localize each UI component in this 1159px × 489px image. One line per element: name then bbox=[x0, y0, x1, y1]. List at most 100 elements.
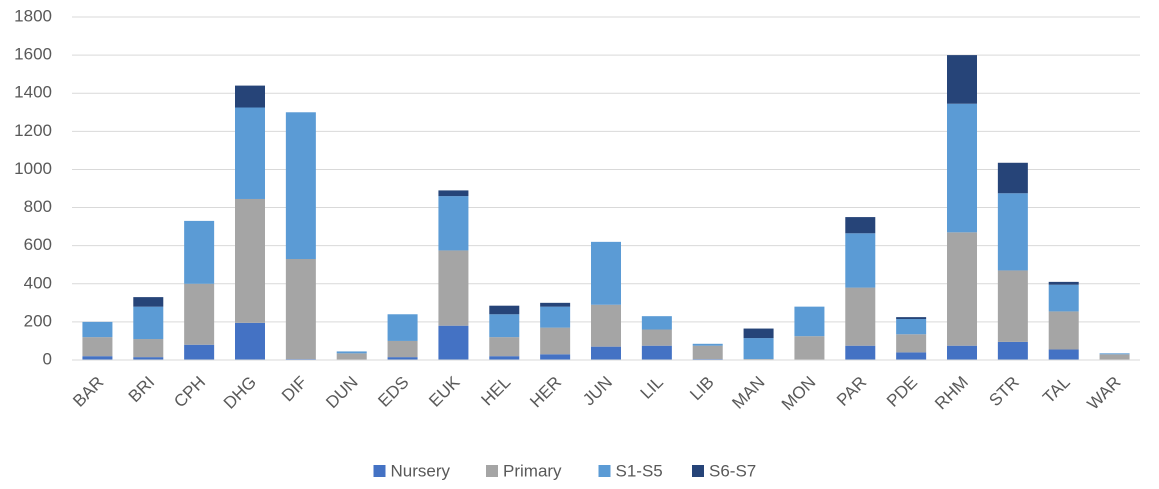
bar-segment bbox=[794, 306, 825, 337]
y-tick-label: 800 bbox=[24, 197, 52, 216]
bar-segment bbox=[896, 319, 927, 335]
bar-segment bbox=[540, 327, 571, 355]
bar-segment bbox=[1048, 284, 1079, 312]
bar-segment bbox=[641, 345, 672, 360]
bar-segment bbox=[845, 217, 876, 234]
legend-swatch bbox=[692, 465, 704, 477]
y-tick-label: 600 bbox=[24, 235, 52, 254]
x-tick-label: BRI bbox=[125, 373, 158, 406]
bar-segment bbox=[896, 352, 927, 360]
x-tick-label: DIF bbox=[278, 373, 311, 406]
bar-segment bbox=[387, 357, 418, 360]
bar-segment bbox=[387, 314, 418, 341]
y-tick-label: 200 bbox=[24, 311, 52, 330]
bar-segment bbox=[947, 103, 977, 233]
x-tick-label: DHG bbox=[220, 373, 260, 413]
bar-segment bbox=[692, 343, 723, 346]
bar-segment bbox=[641, 329, 672, 346]
bar-segment bbox=[896, 317, 927, 320]
bar-segment bbox=[997, 193, 1028, 271]
x-tick-label: HER bbox=[526, 373, 565, 412]
bar-segment bbox=[1099, 353, 1130, 355]
legend-swatch bbox=[373, 465, 386, 477]
bar-segment bbox=[133, 339, 164, 358]
bar-segment bbox=[285, 259, 316, 360]
x-tick-label: PDE bbox=[883, 373, 921, 411]
legend-swatch bbox=[486, 465, 498, 477]
bar-segment bbox=[336, 353, 367, 360]
x-tick-label: PAR bbox=[833, 373, 870, 410]
x-tick-label: MAN bbox=[728, 373, 768, 413]
x-tick-label: EUK bbox=[425, 372, 464, 411]
y-tick-label: 1800 bbox=[14, 6, 52, 25]
bar-segment bbox=[489, 337, 520, 357]
bar-segment bbox=[438, 190, 469, 197]
y-tick-label: 1600 bbox=[14, 45, 52, 64]
bar-segment bbox=[947, 232, 977, 346]
x-tick-label: JUN bbox=[579, 373, 616, 410]
legend-label: S1-S5 bbox=[616, 461, 663, 480]
bar-segment bbox=[133, 297, 164, 307]
bar-segment bbox=[1099, 354, 1130, 360]
bar-segment bbox=[540, 302, 571, 307]
bar-segment bbox=[235, 85, 265, 108]
bar-segment bbox=[438, 196, 469, 251]
bar-segment bbox=[387, 340, 418, 358]
bar-segment bbox=[743, 328, 774, 339]
x-tick-label: DUN bbox=[322, 373, 361, 412]
bar-segment bbox=[184, 220, 215, 284]
y-tick-label: 400 bbox=[24, 273, 52, 292]
bar-segment bbox=[794, 336, 825, 360]
x-tick-label: CPH bbox=[170, 373, 209, 412]
bar-segment bbox=[845, 345, 876, 360]
x-tick-label: MON bbox=[778, 373, 819, 414]
bar-segment bbox=[997, 270, 1028, 342]
bar-segment bbox=[285, 112, 316, 260]
bar-segment bbox=[82, 321, 113, 338]
legend-label: Nursery bbox=[391, 461, 451, 480]
bar-segment bbox=[540, 306, 571, 328]
bar-segment bbox=[743, 338, 774, 360]
bar-segment bbox=[235, 322, 265, 360]
bar-segment bbox=[133, 306, 164, 340]
bar-segment bbox=[133, 357, 164, 360]
bar-segment bbox=[489, 314, 520, 338]
bar-segment bbox=[184, 344, 215, 360]
x-tick-label: LIB bbox=[686, 373, 717, 404]
bar-segment bbox=[540, 354, 571, 360]
legend-label: S6-S7 bbox=[709, 461, 756, 480]
bar-segment bbox=[845, 233, 876, 288]
y-tick-label: 1000 bbox=[14, 159, 52, 178]
x-tick-label: EDS bbox=[374, 373, 412, 411]
y-tick-label: 1400 bbox=[14, 83, 52, 102]
bar-segment bbox=[896, 334, 927, 353]
bar-segment bbox=[489, 305, 520, 315]
bar-segment bbox=[184, 283, 215, 345]
bar-segment bbox=[82, 356, 113, 360]
bar-segment bbox=[997, 341, 1028, 360]
bar-segment bbox=[1048, 281, 1079, 285]
bar-segment bbox=[336, 351, 367, 354]
legend-swatch bbox=[598, 465, 611, 477]
bar-segment bbox=[641, 316, 672, 330]
bar-segment bbox=[845, 287, 876, 346]
x-tick-label: STR bbox=[985, 373, 1022, 410]
legend-label: Primary bbox=[503, 461, 562, 480]
x-tick-label: WAR bbox=[1084, 373, 1125, 414]
bar-segment bbox=[1048, 311, 1079, 350]
bar-segment bbox=[591, 241, 621, 305]
bar-segment bbox=[947, 345, 977, 360]
bar-segment bbox=[489, 356, 520, 360]
x-tick-label: BAR bbox=[69, 373, 107, 411]
y-tick-label: 0 bbox=[43, 349, 52, 368]
y-tick-label: 1200 bbox=[14, 121, 52, 140]
x-tick-label: HEL bbox=[477, 373, 514, 410]
bar-segment bbox=[235, 107, 265, 199]
bar-segment bbox=[591, 346, 621, 360]
bar-segment bbox=[438, 325, 469, 360]
x-tick-label: TAL bbox=[1039, 373, 1074, 408]
bar-segment bbox=[997, 162, 1028, 194]
bar-segment bbox=[235, 198, 265, 323]
bar-segment bbox=[692, 345, 723, 360]
